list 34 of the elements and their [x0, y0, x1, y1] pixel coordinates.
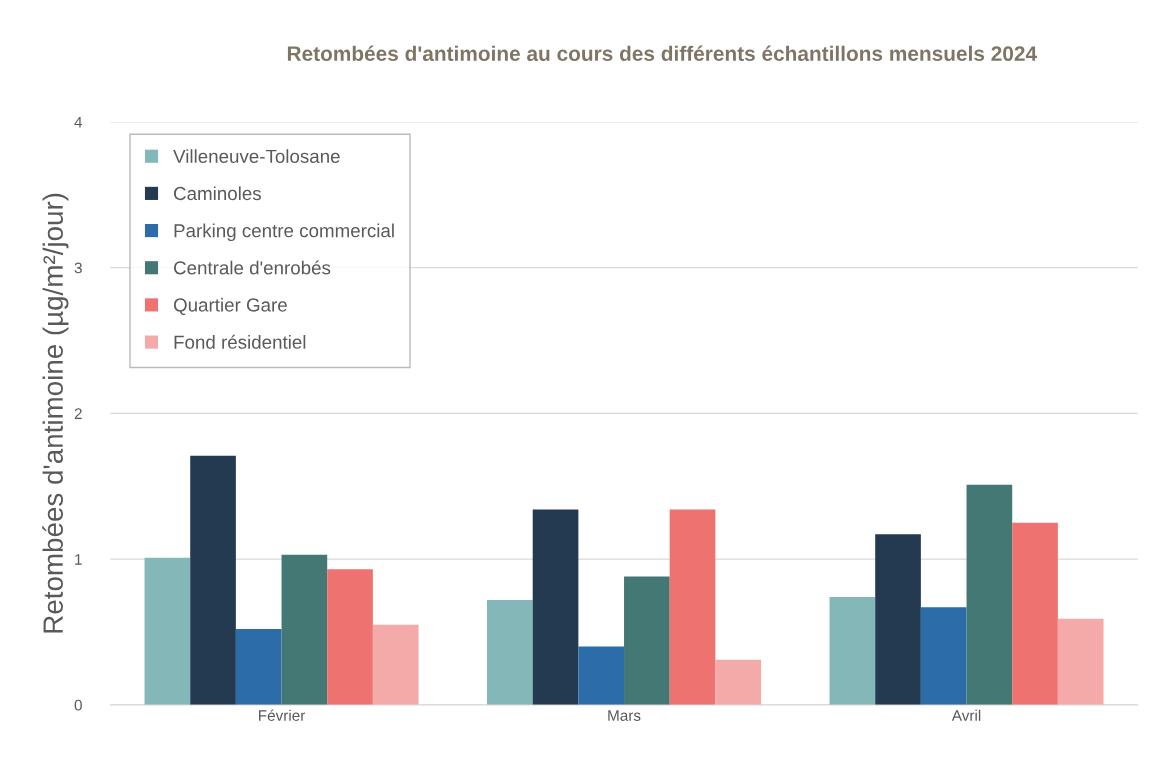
bar [372, 624, 419, 705]
bar [235, 629, 282, 705]
bar [624, 576, 670, 705]
bar [1057, 618, 1104, 705]
legend-label: Centrale d'enrobés [174, 260, 331, 275]
legend-label: Quartier Gare [173, 297, 287, 315]
legend-label: Villeneuve-Tolosane [173, 149, 340, 163]
x-tick-label: Avril [951, 709, 981, 721]
chart-title: Retombées d'antimoine au cours des différents échantillons mensuels 2024 [287, 45, 1037, 62]
y-axis-title: Retombées d'antimoine (µg/m²/jour) [42, 193, 69, 633]
bar [327, 569, 373, 705]
bar [1012, 522, 1058, 705]
bar [190, 455, 236, 705]
y-tick-label: 3 [74, 262, 82, 274]
y-tick-label: 1 [75, 554, 82, 565]
y-tick-label: 0 [74, 699, 82, 711]
x-tick-label: Mars [608, 710, 641, 721]
bar [144, 557, 191, 705]
bar [966, 484, 1013, 705]
y-tick-label: 4 [74, 116, 83, 128]
y-tick-label: 2 [74, 408, 82, 419]
legend-label: Fond résidentiel [174, 334, 306, 349]
bar [487, 599, 533, 705]
legend-label: Caminoles [174, 186, 261, 201]
bar [578, 646, 625, 705]
bar [532, 509, 579, 705]
x-tick-label: Février [259, 709, 306, 721]
bar [669, 509, 716, 705]
bar [875, 534, 921, 705]
bar [920, 607, 967, 705]
bar [829, 597, 876, 705]
bar [281, 554, 328, 705]
bar [715, 659, 762, 705]
legend-label: Parking centre commercial [174, 223, 394, 242]
